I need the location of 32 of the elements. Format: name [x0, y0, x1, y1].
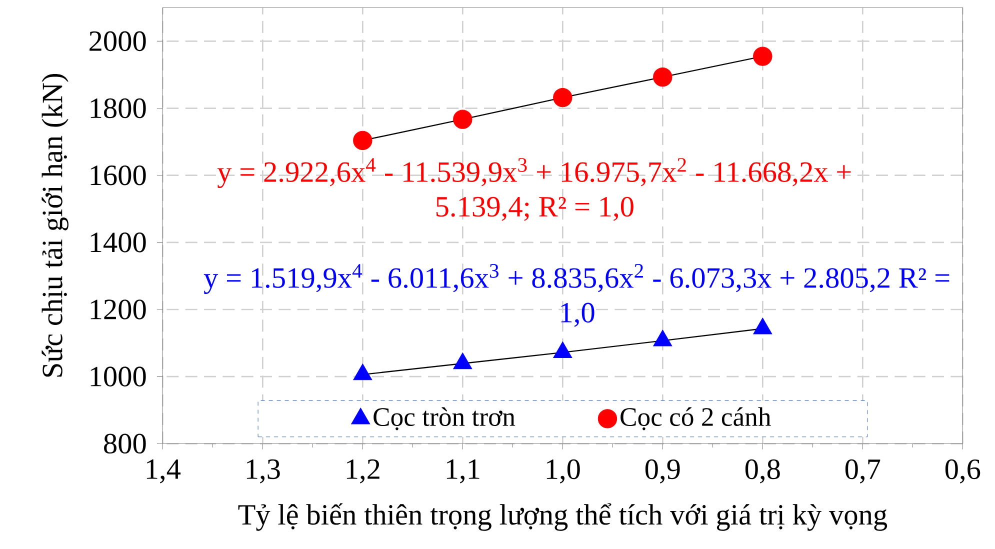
point: [653, 67, 672, 87]
text: y = 1.519,9x$^{4}$ - 6.011,6x$^{3}$ + 8.835,6x$^{2}$ - 6.073,3x + 2.805,2 R² = 1,0: [204, 264, 950, 327]
point: [353, 130, 372, 150]
point: [653, 330, 672, 346]
legend-label: Cọc có 2 cánh: [620, 407, 771, 430]
x-tick-label: 1,2: [346, 459, 380, 484]
x-tick-label: 0,9: [645, 459, 680, 484]
point: [353, 364, 372, 380]
point: [753, 318, 772, 334]
x-tick-label: 1,1: [446, 459, 480, 484]
point: [753, 46, 772, 66]
x-tick-label: 1,0: [546, 459, 580, 484]
y-tick-label: 1400: [90, 232, 146, 252]
point: [453, 110, 472, 129]
x-axis-title: Tỷ lệ biến thiên trọng lượng thể tích với giá trị kỳ vọng: [238, 503, 888, 531]
point: [453, 352, 472, 370]
x-tick-label: 1,3: [246, 459, 280, 484]
x-tick-label: 1,4: [146, 459, 181, 484]
legend-label: Cọc tròn trơn: [374, 407, 516, 430]
y-tick-label: 800: [104, 434, 146, 454]
text: y = 2.922,6x$^{4}$ - 11.539,9x$^{3}$ + 16.975,7x$^{2}$ - 11.668,2x + 5.139,4; R² = 1,0: [217, 158, 851, 221]
y-tick-label: 2000: [90, 31, 146, 52]
y-tick-label: 1600: [90, 165, 146, 186]
point: [553, 341, 572, 358]
y-tick-label: 1800: [90, 98, 146, 118]
point: [553, 88, 572, 108]
y-tick-label: 1200: [90, 300, 146, 320]
x-tick-label: 0,8: [745, 459, 780, 484]
x-tick-label: 0,7: [845, 459, 880, 484]
y-axis-title: Sức chịu tải giới hạn (kN): [42, 74, 68, 377]
y-tick-label: 1000: [90, 366, 146, 386]
x-tick-label: 0,6: [945, 459, 980, 484]
